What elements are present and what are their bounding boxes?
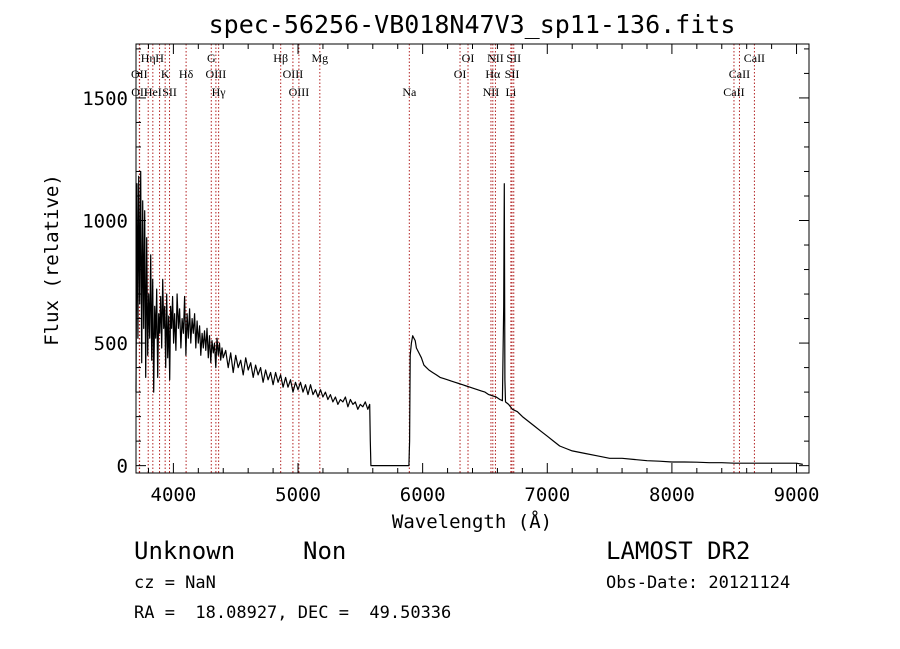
- spectral-line-label: CaII: [729, 67, 750, 81]
- x-tick-label: 8000: [649, 484, 695, 506]
- spectral-line-label: Li: [506, 85, 517, 99]
- obs-date-label: Obs-Date: 20121124: [606, 573, 791, 593]
- spectral-line-label: OIII: [283, 67, 304, 81]
- spectral-line-label: Hγ: [212, 85, 227, 99]
- x-tick-label: 7000: [524, 484, 570, 506]
- x-axis-label: Wavelength (Å): [392, 510, 552, 533]
- x-tick-label: 4000: [151, 484, 197, 506]
- spectral-line-label: K: [161, 67, 170, 81]
- spectral-line-label: NII: [487, 51, 504, 65]
- spectral-line-label: HeI: [144, 85, 162, 99]
- spectral-line-label: Hβ: [273, 51, 288, 65]
- spectrum-line: [135, 170, 803, 467]
- spectral-line-label: SII: [505, 67, 520, 81]
- subclass-label: Non: [303, 537, 347, 565]
- spectral-line-labels: OIIOIIHηHeIHKSIIHδGOIIIHγHβOIIIOIIIMgNaO…: [131, 51, 765, 99]
- spectral-line-label: G: [207, 51, 216, 65]
- spectral-line-label: OI: [454, 67, 467, 81]
- survey-label: LAMOST DR2: [606, 537, 751, 565]
- redshift-label: cz = NaN: [134, 573, 216, 593]
- spectral-line-label: Mg: [311, 51, 328, 65]
- spectral-line-markers: [138, 44, 755, 473]
- x-tick-label: 5000: [275, 484, 321, 506]
- plot-frame: [135, 43, 810, 474]
- spectral-line-label: OIII: [289, 85, 310, 99]
- spectral-line-label: H: [155, 51, 164, 65]
- spectral-line-label: Hδ: [179, 67, 194, 81]
- spectral-line-label: Na: [402, 85, 417, 99]
- coordinates-label: RA = 18.08927, DEC = 49.50336: [134, 603, 452, 623]
- spectral-line-label: SII: [162, 85, 177, 99]
- chart-title: spec-56256-VB018N47V3_sp11-136.fits: [209, 10, 736, 39]
- y-tick-label: 1500: [82, 88, 128, 110]
- spectral-line-label: OII: [131, 85, 148, 99]
- spectral-line-label: Hα: [485, 67, 501, 81]
- y-tick-label: 500: [94, 333, 128, 355]
- classification-label: Unknown: [134, 537, 236, 565]
- spectrum-series: [135, 170, 803, 467]
- spectral-line-label: OI: [462, 51, 475, 65]
- axes: 4000 5000 6000 7000 8000 9000 0 500 1000 1500: [82, 43, 820, 506]
- y-tick-label: 0: [117, 456, 128, 478]
- spectral-line-label: SII: [506, 51, 521, 65]
- spectral-line-label: NII: [483, 85, 500, 99]
- spectral-line-label: Hη: [141, 51, 156, 65]
- y-tick-label: 1000: [82, 211, 128, 233]
- spectral-line-label: OII: [131, 67, 148, 81]
- spectral-line-label: CaII: [723, 85, 744, 99]
- x-tick-label: 6000: [400, 484, 446, 506]
- spectral-line-label: OIII: [206, 67, 227, 81]
- y-axis-label: Flux (relative): [41, 174, 63, 346]
- x-tick-label: 9000: [774, 484, 820, 506]
- spectral-line-label: CaII: [744, 51, 765, 65]
